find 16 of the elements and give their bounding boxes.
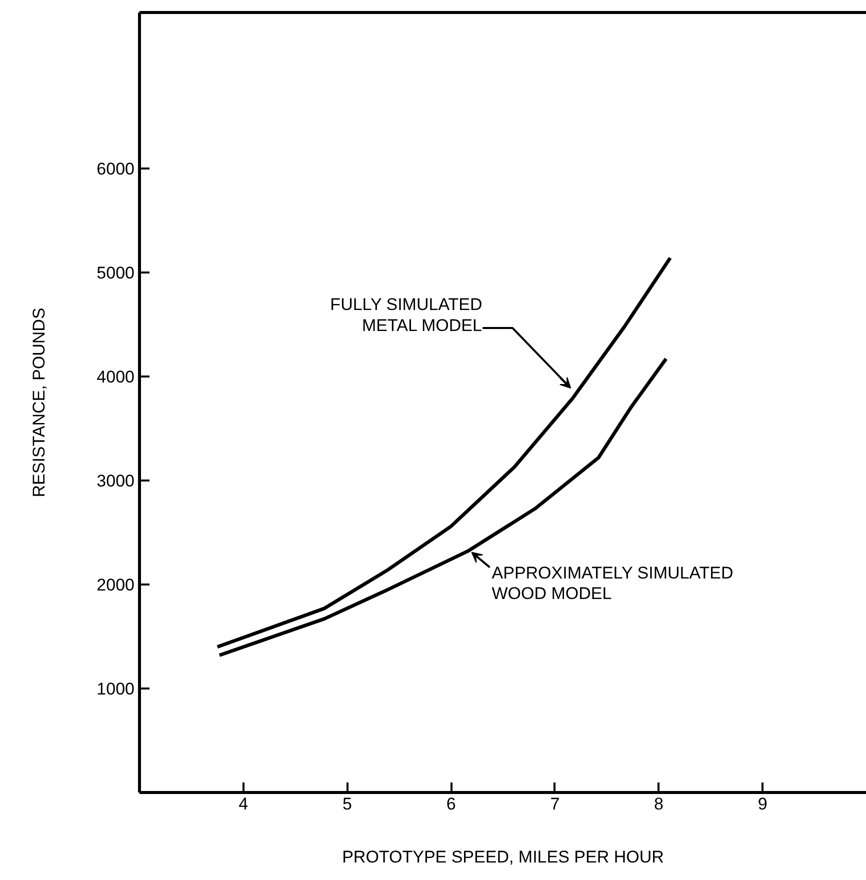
annotation: FULLY SIMULATED METAL MODEL <box>330 295 482 336</box>
y-tick-label: 1000 <box>96 680 135 698</box>
x-tick-label: 5 <box>342 794 352 814</box>
y-tick-label: 3000 <box>96 472 135 490</box>
x-tick-label: 8 <box>654 794 664 814</box>
y-tick-label: 2000 <box>96 576 135 594</box>
y-tick-label: 6000 <box>96 160 135 178</box>
x-tick-label: 7 <box>550 794 560 814</box>
x-tick-label: 4 <box>238 794 248 814</box>
annotation: APPROXIMATELY SIMULATED WOOD MODEL <box>492 563 734 604</box>
y-tick-label: 4000 <box>96 368 135 386</box>
x-tick-label: 9 <box>758 794 768 814</box>
y-axis-title: RESISTANCE, POUNDS <box>30 308 49 498</box>
x-axis-title: PROTOTYPE SPEED, MILES PER HOUR <box>342 848 664 866</box>
x-tick-label: 6 <box>446 794 456 814</box>
y-tick-label: 5000 <box>96 264 135 282</box>
